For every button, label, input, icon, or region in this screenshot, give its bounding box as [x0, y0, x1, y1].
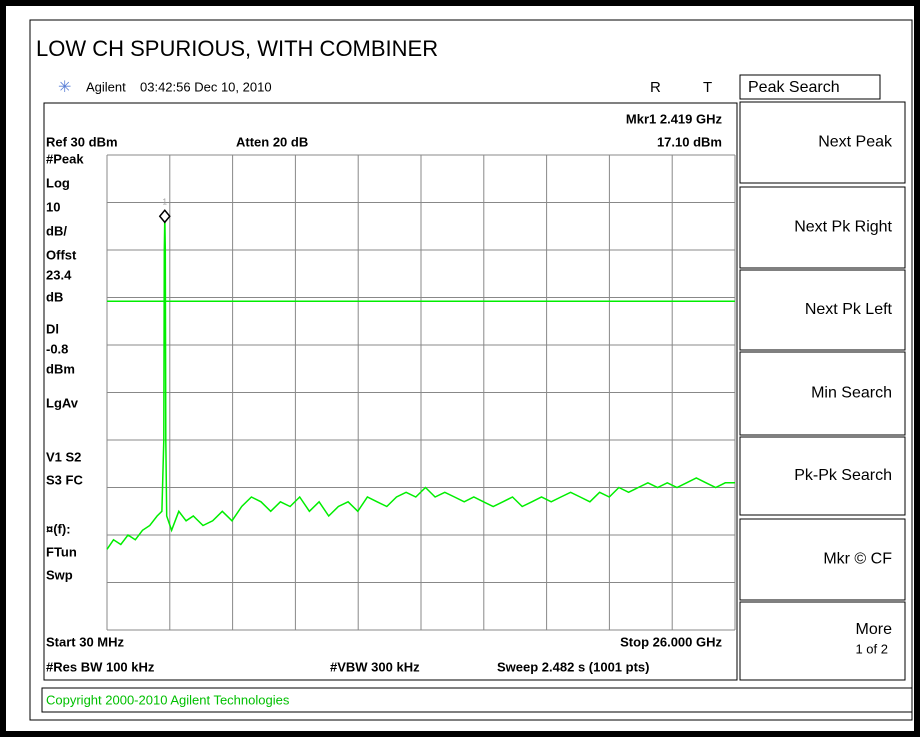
panel-label: Offst: [46, 247, 77, 262]
softkey[interactable]: [739, 601, 906, 681]
softkey-label: Next Pk Right: [794, 219, 892, 236]
softkey[interactable]: [739, 436, 906, 516]
logo: ✳: [58, 79, 71, 96]
marker: [158, 209, 171, 224]
marker-value: 17.10 dBm: [657, 134, 722, 149]
start: Start 30 MHz: [46, 634, 125, 649]
panel-label: dBm: [46, 361, 75, 376]
ref-level: Ref 30 dBm: [46, 134, 118, 149]
menu-title-box: [739, 74, 881, 100]
panel-label: Log: [46, 175, 70, 190]
panel-label: FTun: [46, 544, 77, 559]
plot-frame: [43, 102, 738, 681]
softkey[interactable]: [739, 186, 906, 269]
stop: Stop 26.000 GHz: [620, 634, 722, 649]
softkey[interactable]: [739, 518, 906, 601]
title: LOW CH SPURIOUS, WITH COMBINER: [36, 36, 438, 61]
softkey[interactable]: [739, 269, 906, 351]
panel-label: LgAv: [46, 395, 79, 410]
res-bw: #Res BW 100 kHz: [46, 659, 155, 674]
panel-label: dB/: [46, 223, 67, 238]
panel-label: 23.4: [46, 267, 72, 282]
flag-r: R: [650, 79, 661, 96]
inner-border: [29, 19, 913, 721]
panel-label: #Peak: [46, 151, 84, 166]
panel-label: Swp: [46, 567, 73, 582]
softkey-label: More: [856, 621, 893, 638]
panel-label: ¤(f):: [46, 521, 71, 536]
sweep: Sweep 2.482 s (1001 pts): [497, 659, 649, 674]
softkey-label: Next Peak: [818, 134, 893, 151]
flag-t: T: [703, 79, 712, 96]
panel-label: -0.8: [46, 341, 68, 356]
marker-id: 1: [163, 197, 168, 206]
footer-box: [41, 687, 913, 713]
vbw: #VBW 300 kHz: [330, 659, 420, 674]
atten: Atten 20 dB: [236, 134, 308, 149]
softkey[interactable]: [739, 351, 906, 436]
marker-label: Mkr1 2.419 GHz: [626, 111, 723, 126]
datetime: 03:42:56 Dec 10, 2010: [140, 79, 272, 94]
softkey-label: Next Pk Left: [805, 301, 893, 318]
softkey[interactable]: [739, 101, 906, 184]
panel-label: Dl: [46, 321, 59, 336]
panel-label: V1 S2: [46, 449, 81, 464]
trace: [106, 216, 735, 550]
panel-label: 10: [46, 199, 60, 214]
menu-title: Peak Search: [748, 79, 840, 96]
softkey-label: Pk-Pk Search: [794, 467, 892, 484]
brand: Agilent: [86, 79, 126, 94]
softkey-label: Min Search: [811, 385, 892, 402]
softkey-sublabel: 1 of 2: [855, 641, 888, 656]
panel-label: S3 FC: [46, 472, 83, 487]
footer: Copyright 2000-2010 Agilent Technologies: [46, 692, 290, 707]
panel-label: dB: [46, 289, 63, 304]
softkey-label: Mkr © CF: [823, 551, 892, 568]
